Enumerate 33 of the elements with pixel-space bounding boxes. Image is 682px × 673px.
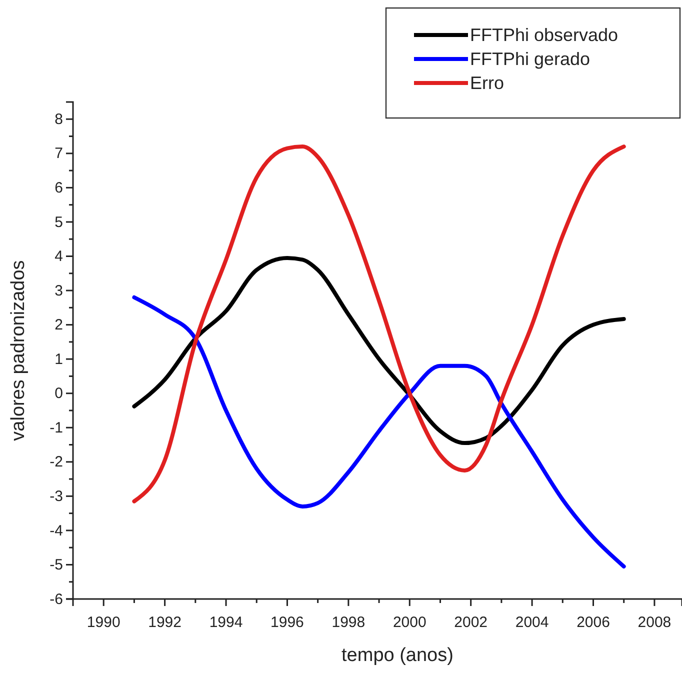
legend-label: FFTPhi observado (470, 25, 618, 45)
y-tick-label: -5 (50, 556, 63, 574)
line-series (132, 144, 626, 504)
x-tick-label: 1998 (332, 614, 366, 631)
y-tick-label: -4 (50, 522, 63, 540)
y-tick-label: 5 (54, 214, 63, 231)
x-tick-label: 1992 (148, 614, 182, 631)
y-tick-label: -1 (50, 419, 63, 436)
legend-label: FFTPhi gerado (470, 49, 590, 69)
y-tick-label: -2 (50, 454, 63, 471)
y-tick-label: 6 (54, 179, 63, 196)
y-axis-title: valores padronizados (8, 260, 29, 441)
legend-label: Erro (470, 73, 504, 93)
y-tick-label: 1 (54, 350, 63, 368)
y-tick-label: -6 (50, 590, 63, 608)
x-tick-label: 2006 (576, 614, 610, 631)
x-tick-label: 2008 (638, 614, 672, 631)
x-tick-label: 1994 (209, 614, 243, 631)
y-tick-label: 0 (54, 385, 63, 402)
line-series (132, 256, 626, 446)
x-tick-label: 2000 (392, 614, 426, 631)
y-tick-label: -3 (50, 488, 63, 505)
x-tick-label: 1996 (270, 614, 304, 631)
x-tick-label: 2004 (515, 614, 549, 631)
y-tick-label: 7 (54, 145, 63, 162)
y-tick-label: 2 (54, 316, 63, 334)
line-series (132, 295, 626, 568)
y-tick-label: 8 (54, 110, 63, 128)
x-tick-label: 1990 (86, 614, 120, 631)
x-axis-title: tempo (anos) (342, 645, 454, 666)
x-tick-label: 2002 (454, 614, 488, 631)
y-tick-label: 3 (54, 282, 63, 300)
y-tick-label: 4 (54, 248, 63, 266)
